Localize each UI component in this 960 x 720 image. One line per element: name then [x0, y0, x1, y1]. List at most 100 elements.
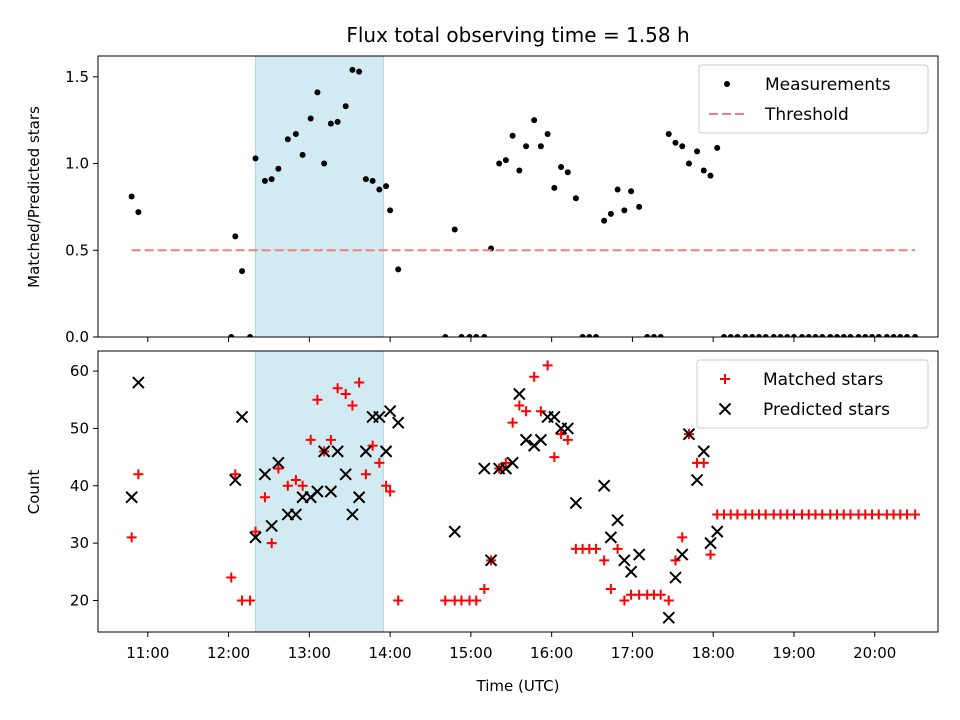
matched-star-marker: [705, 549, 716, 560]
measurement-point: [232, 233, 239, 240]
measurement-point: [847, 334, 854, 337]
predicted-star-marker: [478, 462, 491, 475]
y-tick-label: 20: [70, 591, 89, 609]
matched-star-marker: [340, 389, 351, 400]
matched-star-marker: [230, 469, 241, 480]
predicted-star-marker: [534, 433, 548, 447]
matched-star-marker: [325, 434, 336, 445]
measurement-point: [755, 334, 762, 337]
x-tick-label: 14:00: [368, 644, 411, 662]
matched-star-marker: [549, 452, 560, 463]
measurement-point: [442, 334, 449, 337]
measurement-point: [247, 334, 254, 337]
matched-star-marker: [250, 526, 261, 537]
measurement-point: [644, 334, 651, 337]
matched-star-marker: [663, 595, 674, 606]
shaded-span: [255, 55, 384, 338]
measurement-point: [356, 68, 363, 75]
measurement-point: [252, 155, 259, 162]
legend-label: Matched stars: [763, 370, 883, 390]
measurement-point: [327, 120, 334, 127]
measurement-point: [650, 334, 657, 337]
measurement-point: [228, 334, 235, 337]
predicted-star-marker: [611, 513, 624, 527]
matched-star-marker: [471, 595, 482, 606]
measurement-point: [805, 334, 812, 337]
matched-star-marker: [440, 595, 451, 606]
axes-frame: [97, 350, 939, 633]
x-tick-label: 17:00: [611, 644, 654, 662]
legend-label: Predicted stars: [763, 400, 890, 420]
measurement-point: [749, 334, 756, 337]
measurement-point: [862, 334, 869, 337]
measurement-point: [451, 226, 458, 233]
matched-star-marker: [670, 555, 681, 566]
measurement-point: [509, 132, 516, 139]
predicted-star-marker: [317, 445, 331, 458]
predicted-star-marker: [548, 410, 561, 424]
predicted-star-marker: [311, 485, 324, 498]
measurement-point: [516, 167, 523, 174]
measurement-point: [840, 334, 847, 337]
top-panel: 0.0 0.5 1.0 1.5 Measurements Threshold: [65, 55, 939, 346]
y-tick-label: 50: [70, 419, 89, 437]
bottom-y-axis-title: Count: [25, 470, 43, 515]
matched-star-marker: [312, 394, 323, 405]
bottom-panel: 20 30 40 50 60 11:00 12:00 13:00 14:00 15:00 16:00…: [70, 350, 939, 662]
matched-star-marker: [529, 371, 540, 382]
measurement-point: [607, 210, 614, 217]
measurement-point: [572, 195, 579, 202]
matched-star-marker: [381, 480, 392, 491]
measurement-point: [694, 148, 701, 155]
predicted-star-marker: [125, 491, 138, 504]
matched-star-marker: [347, 400, 358, 411]
measurement-point: [544, 131, 551, 138]
matched-star-marker: [619, 595, 630, 606]
legend-predicted-swatch: [718, 402, 732, 416]
legend-box: [698, 64, 929, 134]
x-tick-label: 18:00: [692, 644, 735, 662]
measurement-point: [342, 103, 349, 110]
predicted-star-marker: [346, 508, 359, 521]
x-tick-label: 20:00: [853, 644, 896, 662]
matched-star-marker: [479, 583, 490, 594]
matched-star-marker: [259, 492, 270, 503]
matched-star-marker: [245, 595, 256, 606]
measurement-point: [855, 334, 862, 337]
measurement-point: [628, 188, 635, 195]
matched-star-marker: [266, 538, 277, 549]
matched-star-marker: [698, 457, 709, 468]
predicted-star-marker: [391, 416, 405, 429]
predicted-star-marker: [597, 479, 611, 492]
matched-star-marker: [332, 383, 343, 394]
matched-star-marker: [591, 543, 602, 554]
predicted-star-marker: [519, 433, 533, 447]
measurement-point: [827, 334, 834, 337]
measurement-point: [790, 334, 797, 337]
measurement-point: [349, 66, 356, 73]
matched-star-marker: [393, 595, 404, 606]
predicted-star-marker: [272, 456, 285, 470]
predicted-star-marker: [506, 456, 519, 470]
measurement-point: [473, 334, 480, 337]
predicted-star-marker: [383, 405, 397, 418]
matched-star-marker: [535, 406, 546, 417]
measurement-point: [362, 176, 369, 183]
measurement-point: [466, 334, 473, 337]
measurement-point: [307, 115, 314, 122]
matched-star-marker: [500, 457, 511, 468]
x-tick-label: 16:00: [530, 644, 573, 662]
measurement-point: [299, 151, 306, 158]
measurement-point: [720, 334, 727, 337]
x-axis-title: Time (UTC): [476, 677, 560, 695]
matched-star-marker: [612, 543, 623, 554]
measurement-point: [812, 334, 819, 337]
top-y-axis-title: Matched/Predicted stars: [25, 106, 43, 288]
predicted-star-marker: [265, 519, 278, 533]
legend-label: Measurements: [765, 75, 891, 95]
measurement-point: [890, 334, 897, 337]
y-tick-label: 0.0: [65, 328, 89, 346]
matched-star-marker: [514, 400, 525, 411]
measurement-point: [395, 266, 402, 273]
